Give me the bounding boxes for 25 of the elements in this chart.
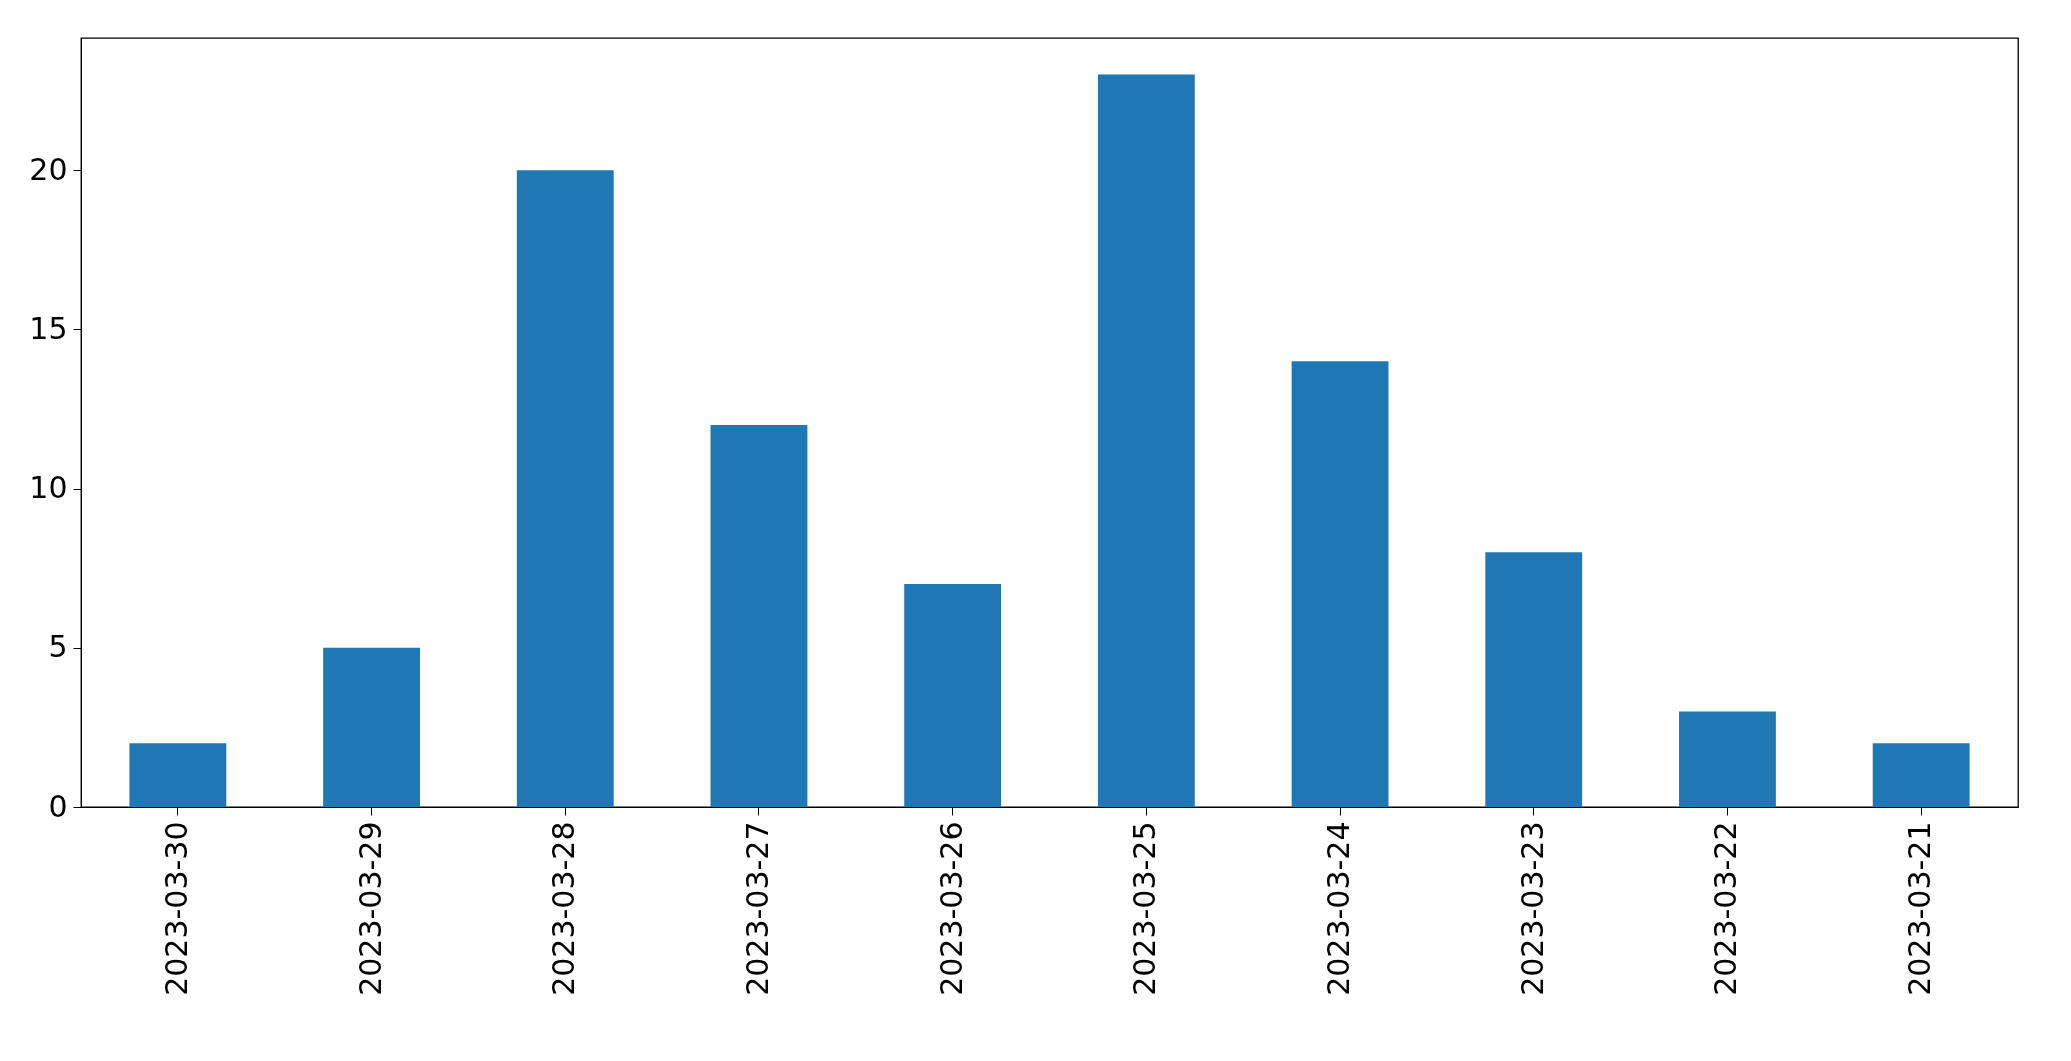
x-tick-label: 2023-03-22: [1708, 821, 1744, 996]
y-tick-label: 20: [29, 151, 68, 187]
bar: [1872, 743, 1970, 807]
bar: [129, 743, 227, 807]
bar: [1485, 552, 1583, 807]
x-tick-label: 2023-03-30: [158, 821, 194, 996]
y-tick-label: 5: [48, 629, 68, 665]
x-tick-label: 2023-03-25: [1127, 821, 1163, 996]
y-tick-label: 10: [29, 470, 68, 506]
bar: [1291, 361, 1389, 807]
y-tick-label: 15: [29, 310, 68, 346]
x-tick-label: 2023-03-23: [1514, 821, 1550, 996]
bar: [904, 584, 1002, 807]
x-tick-label: 2023-03-21: [1902, 821, 1938, 996]
x-tick-label: 2023-03-28: [546, 821, 582, 996]
x-tick-label: 2023-03-26: [933, 821, 969, 996]
x-tick-label: 2023-03-29: [352, 821, 388, 996]
bar: [1679, 711, 1776, 807]
x-tick-label: 2023-03-27: [739, 821, 775, 996]
bar: [710, 424, 808, 807]
bar: [323, 647, 420, 807]
bar: [1097, 74, 1195, 807]
y-tick-label: 0: [48, 788, 68, 824]
bar: [516, 170, 614, 807]
x-tick-label: 2023-03-24: [1321, 821, 1357, 996]
